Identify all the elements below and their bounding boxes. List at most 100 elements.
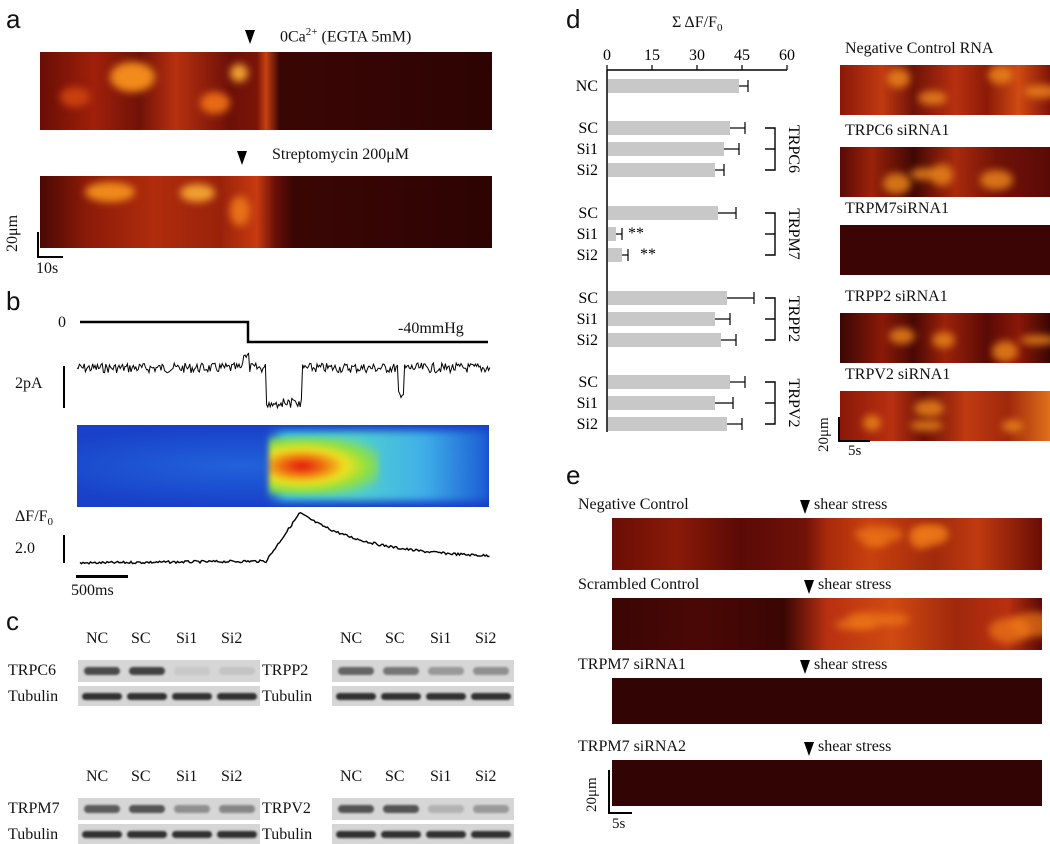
panel-d-kymograph [840, 391, 1050, 441]
panel-d-kymograph [840, 147, 1050, 197]
blot-column-label: SC [385, 630, 405, 647]
bar [608, 163, 715, 177]
blot-band [473, 667, 509, 675]
x-tick-label: 30 [689, 47, 705, 64]
time-scale-label: 500ms [71, 582, 114, 599]
blot-band [129, 667, 165, 675]
panel-e-stim-label: shear stress [814, 496, 888, 513]
stimulus-arrow-icon [237, 151, 247, 165]
blot-column-label: SC [131, 630, 151, 647]
blot-band [84, 667, 120, 675]
blot-band [471, 831, 511, 838]
blot-target-label: TRPV2 [262, 800, 311, 817]
stimulus-arrow-icon [245, 30, 255, 44]
bar-category-label: Si1 [577, 395, 598, 412]
blot-band [473, 805, 509, 813]
x-tick-label: 45 [734, 47, 750, 64]
blot-target-strip [332, 660, 514, 682]
blot-band [217, 693, 257, 700]
bar-category-label: SC [578, 374, 598, 391]
panel-e-stim-label: shear stress [818, 738, 892, 755]
blot-band [471, 693, 511, 700]
blot-column-label: NC [86, 768, 109, 785]
blot-band [127, 831, 167, 838]
bar-category-label: Si2 [577, 332, 598, 349]
blot-band [336, 831, 376, 838]
blot-target-label: TRPP2 [262, 662, 309, 679]
bar [608, 291, 727, 305]
panel-a-scale-bar-x [37, 256, 63, 258]
blot-column-label: Si1 [430, 768, 452, 785]
panel-e-row-label: Negative Control [578, 496, 689, 513]
bar [608, 417, 727, 431]
bar-category-label: Si1 [577, 141, 598, 158]
blot-column-label: NC [340, 630, 363, 647]
panel-d-kymograph [840, 225, 1050, 275]
bar [608, 248, 622, 262]
blot-loading-strip [78, 686, 260, 706]
panel-d-kymo-title: TRPC6 siRNA1 [845, 122, 950, 139]
panel-d-scale-y-label: 20μm [816, 417, 832, 452]
blot-column-label: Si2 [475, 768, 497, 785]
blot-loading-label: Tubulin [8, 688, 59, 705]
panel-d-scale-bar-x [838, 440, 870, 442]
blot-band [428, 667, 464, 675]
blot-column-label: NC [86, 630, 109, 647]
panel-a-scale-bar [37, 232, 39, 258]
panel-e-scale-bar-x [608, 812, 632, 814]
blot-target-label: TRPM7 [8, 800, 60, 817]
group-label: TRPV2 [785, 379, 802, 428]
blot-band [84, 805, 120, 813]
blot-band [174, 805, 210, 813]
blot-band [426, 831, 466, 838]
ratio-scale-bar [63, 535, 65, 563]
blot-band [174, 667, 210, 675]
panel-d-scale-x-label: 5s [848, 443, 862, 459]
blot-band [383, 805, 419, 813]
panel-e-kymograph [612, 760, 1042, 806]
blot-band [219, 667, 255, 675]
blot-target-strip [332, 798, 514, 820]
panel-d-kymo-title: TRPM7siRNA1 [845, 200, 950, 217]
time-scale-bar [76, 575, 128, 578]
blot-column-label: SC [131, 768, 151, 785]
bar-category-label: Si2 [577, 162, 598, 179]
panel-e-row-label: Scrambled Control [578, 576, 700, 593]
bar-category-label: SC [578, 290, 598, 307]
blot-column-label: Si1 [430, 630, 452, 647]
panel-a-kymograph-1 [40, 52, 492, 130]
blot-band [381, 831, 421, 838]
bar [608, 121, 730, 135]
stimulus-arrow-icon [800, 500, 810, 514]
panel-e-stim-label: shear stress [818, 576, 892, 593]
blot-band [127, 693, 167, 700]
group-label: TRPP2 [785, 296, 802, 342]
blot-band [381, 693, 421, 700]
stimulus-arrow-icon [800, 660, 810, 674]
group-label: TRPC6 [785, 125, 802, 173]
x-tick-label: 60 [779, 47, 795, 64]
blot-band [336, 693, 376, 700]
panel-b-letter: b [6, 286, 21, 316]
blot-band [82, 831, 122, 838]
panel-a-kymo2-label: Streptomycin 200μM [272, 146, 410, 163]
panel-d-letter: d [566, 4, 581, 34]
panel-d-kymo-title: TRPV2 siRNA1 [845, 366, 951, 383]
bar-category-label: NC [576, 78, 598, 95]
blot-column-label: Si2 [221, 768, 243, 785]
bar-category-label: SC [578, 120, 598, 137]
blot-band [383, 667, 419, 675]
group-label: TRPM7 [785, 208, 802, 260]
blot-band [338, 805, 374, 813]
panel-a-letter: a [6, 4, 21, 34]
panel-e-scale-x-label: 5s [612, 816, 626, 832]
blot-column-label: Si1 [176, 630, 198, 647]
blot-band [426, 693, 466, 700]
bar [608, 142, 724, 156]
panel-e-scale-y-label: 20μm [584, 777, 600, 812]
panel-d-scale-bar-y [838, 417, 840, 441]
pressure-start-label: 0 [58, 314, 66, 331]
